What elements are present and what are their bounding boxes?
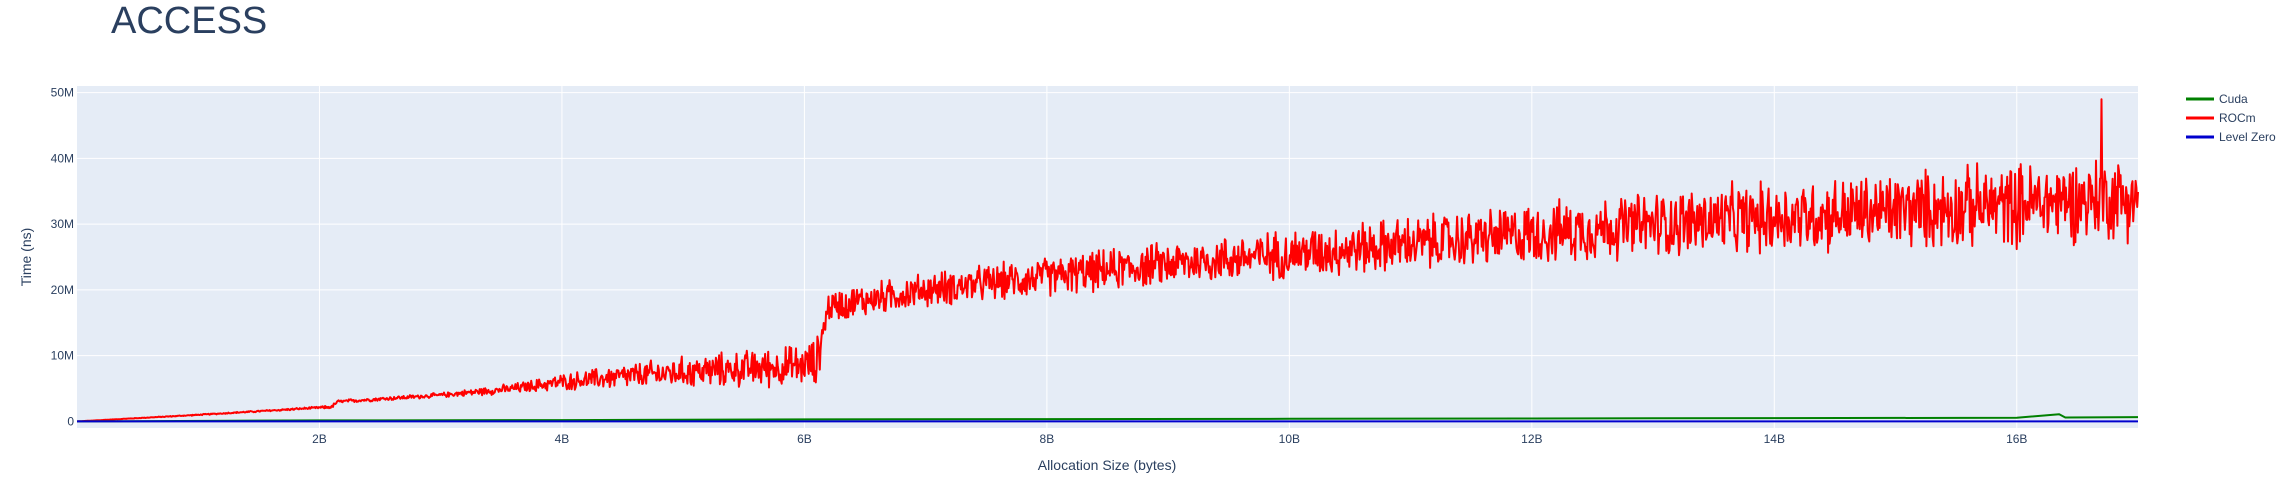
y-tick-label: 20M	[51, 283, 74, 297]
x-tick-label: 6B	[797, 432, 812, 446]
y-axis-title: Time (ns)	[18, 228, 34, 287]
x-tick-label: 4B	[555, 432, 570, 446]
x-tick-label: 8B	[1040, 432, 1055, 446]
series-line-rocm	[76, 98, 2139, 423]
y-tick-labels: 0 10M 20M 30M 40M 50M	[51, 86, 75, 429]
x-tick-label: 12B	[1521, 432, 1542, 446]
legend-item-level-zero[interactable]: Level Zero	[2186, 130, 2276, 144]
x-tick-label: 10B	[1279, 432, 1300, 446]
y-tick-label: 30M	[51, 217, 74, 231]
legend-label: Cuda	[2219, 92, 2248, 106]
series-line-cuda	[76, 413, 2139, 423]
x-axis-title: Allocation Size (bytes)	[1038, 457, 1177, 473]
legend-label: ROCm	[2219, 111, 2256, 125]
y-tick-label: 40M	[51, 151, 74, 165]
legend-item-rocm[interactable]: ROCm	[2186, 111, 2256, 125]
x-tick-label: 16B	[2006, 432, 2027, 446]
chart-title: ACCESS	[111, 0, 268, 42]
legend[interactable]: Cuda ROCm Level Zero	[2186, 92, 2276, 144]
y-tick-label: 10M	[51, 349, 74, 363]
plot-background	[77, 86, 2138, 428]
legend-label: Level Zero	[2219, 130, 2276, 144]
y-tick-label: 50M	[51, 86, 74, 100]
x-tick-label: 2B	[312, 432, 327, 446]
x-tick-label: 14B	[1764, 432, 1785, 446]
x-tick-labels: 2B 4B 6B 8B 10B 12B 14B 16B	[312, 432, 2027, 446]
y-tick-label: 0	[67, 414, 74, 428]
legend-item-cuda[interactable]: Cuda	[2186, 92, 2248, 106]
series-layer	[76, 98, 2139, 423]
